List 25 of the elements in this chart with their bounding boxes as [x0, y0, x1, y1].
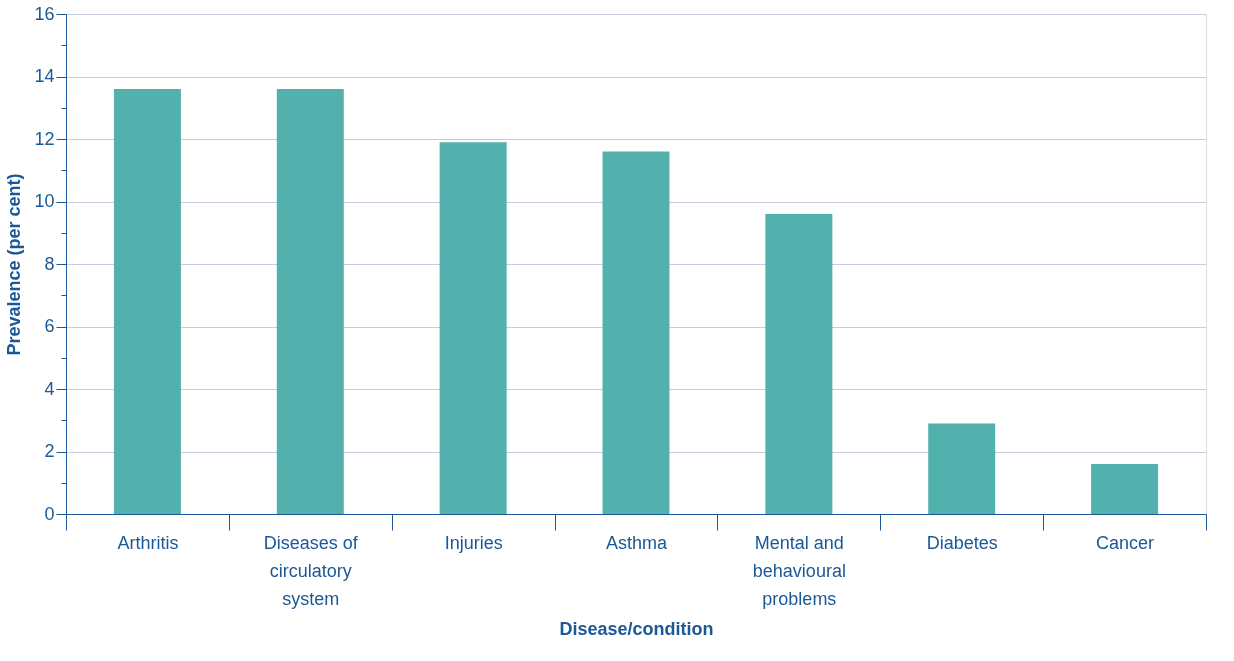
y-tick-label: 10 [34, 191, 55, 211]
y-tick-label: 2 [44, 441, 55, 461]
bar [1091, 464, 1159, 514]
x-tick-label: Injuries [444, 532, 503, 553]
y-tick-label: 8 [44, 253, 55, 274]
y-tick-label: 12 [34, 128, 55, 149]
bar [602, 151, 670, 514]
bar [439, 142, 507, 514]
y-tick-label: 6 [44, 316, 55, 336]
y-tick-label: 4 [44, 378, 55, 399]
x-tick-label: Mental and behavioural problems [752, 532, 846, 609]
y-axis-title: Prevalence (per cent) [4, 173, 25, 356]
x-tick-label: Diseases of circulatory system [263, 532, 359, 609]
bar [276, 89, 344, 514]
bar [928, 423, 996, 514]
bar [765, 214, 833, 514]
x-tick-label: Diabetes [926, 532, 998, 553]
x-tick-label: Cancer [1096, 532, 1155, 553]
y-tick-label: 16 [34, 3, 55, 24]
x-tick-label: Arthritis [117, 532, 179, 553]
bar [113, 89, 181, 514]
y-tick-label: 14 [34, 66, 55, 86]
x-tick-label: Asthma [605, 532, 668, 553]
x-axis-title: Disease/condition [559, 618, 714, 639]
y-tick-label: 0 [44, 503, 55, 524]
